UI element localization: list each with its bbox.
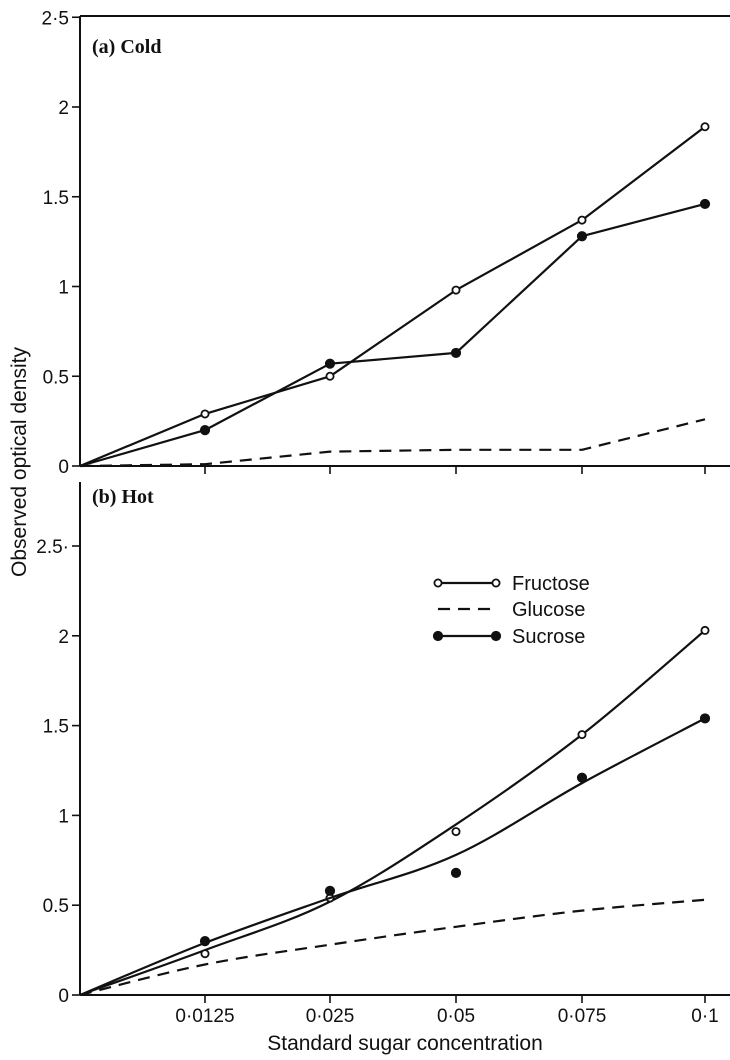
data-point-fructose [451,285,461,295]
series-line-sucrose [79,717,706,997]
data-point-sucrose [450,347,462,359]
y-tick-label: 1.5 [43,188,69,209]
y-tick-label: 1 [58,806,69,827]
data-point-sucrose [699,713,711,724]
data-point-fructose [700,625,710,635]
x-tick-label: 0·1 [691,1006,718,1027]
x-axis-title: Standard sugar concentration [267,1032,543,1055]
panel-cold: (a) Cold 0 0.5 1 1.5 2 2·5 [42,8,730,478]
y-tick-label: 1 [58,278,69,299]
y-tick-label: 1.5 [43,717,69,738]
data-point-fructose [200,409,210,419]
legend-label-glucose: Glucose [512,599,585,621]
panel-title: (a) Cold [92,36,161,58]
legend-marker [433,578,443,588]
legend: Fructose Glucose Sucrose [432,573,590,648]
panel-title: (b) Hot [92,486,154,508]
y-tick-label: 0 [58,457,69,478]
y-tick-label: 2.5· [36,537,69,558]
y-tick-label: 0.5 [43,367,69,388]
x-tick-label: 0·025 [306,1006,355,1027]
x-tick-label: 0·075 [558,1006,607,1027]
legend-marker [432,630,444,642]
data-point-fructose [200,949,210,959]
data-point-fructose [451,827,461,837]
x-axis: 0·0125 0·025 0·05 0·075 0·1 [175,1006,718,1027]
y-tick-label: 2 [58,627,69,648]
data-point-sucrose [324,358,336,369]
legend-label-sucrose: Sucrose [512,626,585,648]
data-point-fructose [577,215,587,225]
y-tick-label: 2 [58,98,69,119]
data-point-sucrose [699,198,711,210]
data-point-sucrose [199,936,211,947]
data-point-fructose [700,122,710,132]
data-point-sucrose [450,867,462,878]
x-tick-label: 0·05 [437,1006,475,1027]
series-line-fructose [79,125,706,468]
y-tick-label: 2·5 [42,8,69,29]
series-line-fructose [79,629,706,997]
series-line-glucose [79,418,706,468]
data-point-sucrose [324,885,336,896]
data-point-fructose [577,730,587,740]
y-tick-label: 0 [58,986,69,1007]
data-point-sucrose [576,231,588,242]
data-point-sucrose [576,772,588,783]
y-axis-title: Observed optical density [8,347,31,577]
legend-marker [490,630,502,642]
x-tick-label: 0·0125 [175,1006,234,1027]
panel-hot: (b) Hot 0 0.5 1 1.5 2 2.5· [36,482,730,1007]
legend-marker [491,578,501,588]
legend-label-fructose: Fructose [512,573,590,595]
series-line-sucrose [79,202,706,468]
y-tick-label: 0.5 [43,896,69,917]
data-point-sucrose [199,424,211,436]
data-point-fructose [325,371,335,381]
series-line-glucose [79,898,706,997]
